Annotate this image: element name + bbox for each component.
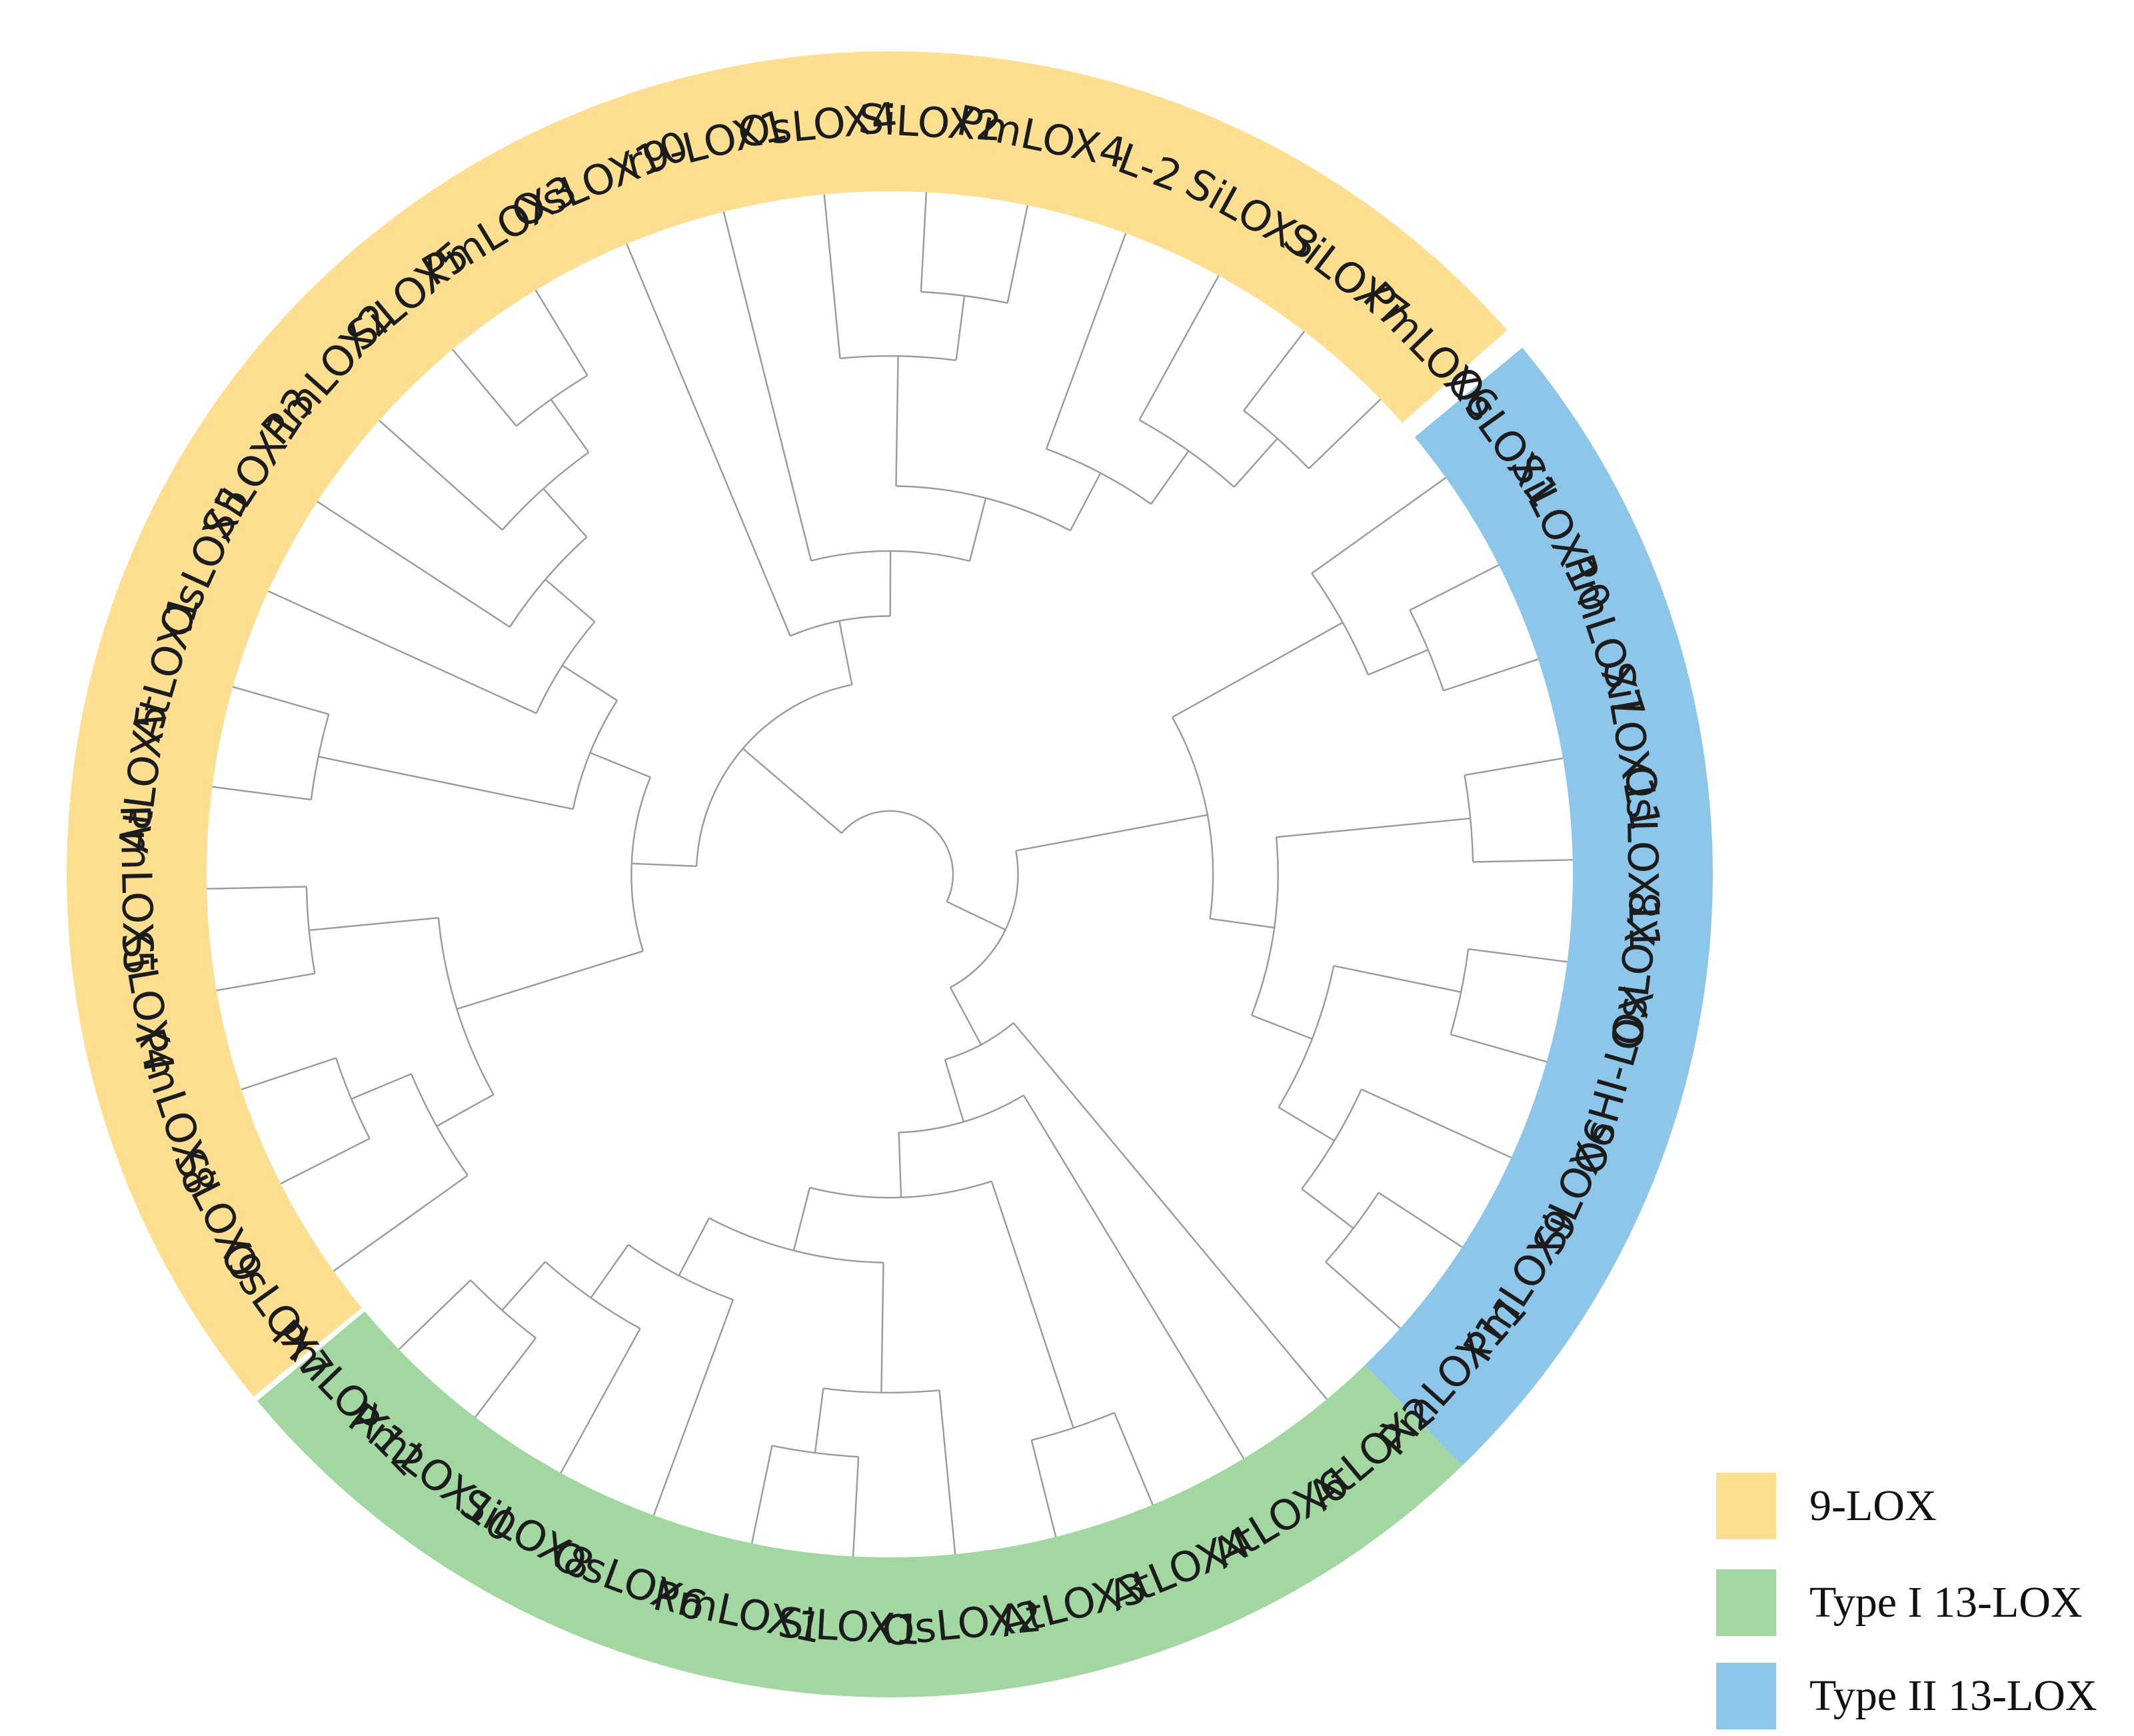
branch (945, 1060, 964, 1122)
branch (1276, 818, 1470, 837)
group-color-ring (67, 51, 1713, 1697)
branch (947, 902, 1006, 930)
legend-label-type-i-13-lox: Type I 13-LOX (1809, 1577, 2083, 1628)
branch-to-PmLOX11 (1326, 1262, 1400, 1328)
branch-to-PmLOX4 (1008, 205, 1028, 303)
branch (591, 1245, 628, 1298)
branch-to-PmLOX9 (1379, 1193, 1462, 1248)
legend-swatch-type-i-13-lox (1716, 1569, 1776, 1636)
branch (1334, 966, 1461, 992)
branch-to-PmLOX2 (379, 421, 503, 530)
branch-to-PmLOX7 (1444, 659, 1538, 690)
branch (794, 1188, 810, 1251)
branch (632, 864, 696, 866)
branch (502, 1262, 545, 1310)
branch-to-OsLOX5 (268, 591, 536, 713)
branch-to-L-2 (1046, 233, 1126, 449)
branch-to-AtLOX5 (212, 787, 311, 800)
branch-to-AtLOX3 (1032, 1440, 1056, 1537)
branch (992, 1181, 1074, 1427)
branch-to-SiLOX10 (1410, 565, 1498, 610)
branch (1210, 919, 1275, 928)
legend-swatch-9-lox (1716, 1473, 1776, 1539)
node-arc (842, 811, 953, 902)
branch-to-AtLOX6 (1024, 1096, 1244, 1459)
branch-to-AtLOX1 (233, 687, 329, 714)
branch (543, 488, 586, 537)
branch (1368, 650, 1428, 675)
legend-label-9-lox: 9-LOX (1809, 1481, 1937, 1531)
branch-to-SiLOX4 (217, 974, 315, 990)
branch-to-SiLOX3 (1140, 276, 1219, 421)
branch-to-AtLOX4 (1114, 1413, 1153, 1505)
branch-to-SiLOX7 (1244, 331, 1304, 411)
branch (839, 621, 852, 685)
branch (309, 918, 439, 930)
branch (881, 1263, 883, 1393)
branch (551, 399, 589, 452)
tree-branches (207, 192, 1573, 1556)
branch-to-OsLOX8 (1468, 949, 1567, 962)
branch-to-OsLOX1 (1312, 478, 1446, 574)
branch-to-OsHI-LOX (1451, 1034, 1547, 1062)
branch-to-SiLOX6 (1362, 1090, 1512, 1158)
branch-to-SiLOX1 (853, 1457, 858, 1556)
branch-to-SiLOX9 (281, 1138, 369, 1184)
branch (457, 951, 642, 1009)
branch (899, 1132, 901, 1197)
branch-to-OsLOX7 (334, 1176, 468, 1272)
branch-to-PmLOX3 (536, 290, 588, 375)
legend-label-type-ii-13-lox: Type II 13-LOX (1809, 1671, 2097, 1721)
branch (1151, 451, 1188, 504)
branch-to-PmLOX10 (475, 1338, 536, 1417)
branch-to-PmLOX5 (207, 887, 307, 889)
branch (437, 1095, 493, 1126)
branch-to-SiLOX2 (921, 192, 926, 291)
branch (562, 666, 617, 700)
branch (1234, 438, 1278, 487)
branch (1070, 473, 1100, 530)
branch (590, 753, 650, 778)
branch (1302, 1189, 1354, 1228)
branch (1279, 1108, 1335, 1141)
branch-to-OsLOX11 (1473, 860, 1573, 862)
branch (815, 1388, 823, 1453)
branch (896, 356, 898, 486)
branch (1016, 815, 1208, 851)
branch (351, 1074, 411, 1099)
branch (679, 1218, 709, 1276)
tip-labels: OsLOX7SiLOX9PmLOX8SiLOX4PmLOX5AtLOX5AtLO… (109, 93, 1671, 1655)
branch (545, 580, 594, 622)
branch-to-AtLOX2 (1014, 1023, 1327, 1399)
branch-to-PmLOX6 (1309, 399, 1381, 468)
branch-to-OsLOX6 (654, 1300, 733, 1515)
branch-to-SiLOX11 (1465, 758, 1564, 775)
branch-to-PmLOX12 (399, 1280, 471, 1349)
branch-to-PmLOX8 (241, 1058, 336, 1090)
legend-swatch-type-ii-13-lox (1716, 1663, 1776, 1729)
branch-to-OsLOX2 (940, 1390, 956, 1554)
branch-to-OsLOX10 (626, 244, 790, 636)
branch (1172, 622, 1343, 717)
branch-to-OsLOX4 (824, 195, 840, 359)
branch (956, 296, 964, 361)
branch-to-SiLOX5 (453, 349, 517, 426)
branch-to-SiLOX8 (560, 1329, 640, 1473)
branch-to-SiLOX13 (317, 502, 510, 627)
branch (743, 748, 842, 833)
branch (970, 498, 986, 561)
branch (319, 756, 573, 809)
branch-to-PmLOX1 (752, 1445, 772, 1543)
branch (950, 988, 981, 1045)
branch (1252, 1016, 1312, 1039)
